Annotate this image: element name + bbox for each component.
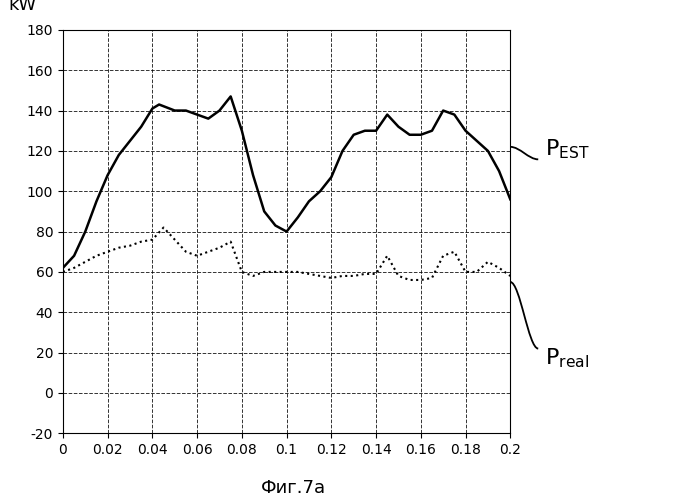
Text: Фиг.7а: Фиг.7а <box>261 479 326 497</box>
Text: $\mathrm{P}_{\mathrm{EST}}$: $\mathrm{P}_{\mathrm{EST}}$ <box>545 137 590 161</box>
Y-axis label: kW: kW <box>8 0 37 14</box>
Text: $\mathrm{P}_{\mathrm{real}}$: $\mathrm{P}_{\mathrm{real}}$ <box>545 347 589 371</box>
